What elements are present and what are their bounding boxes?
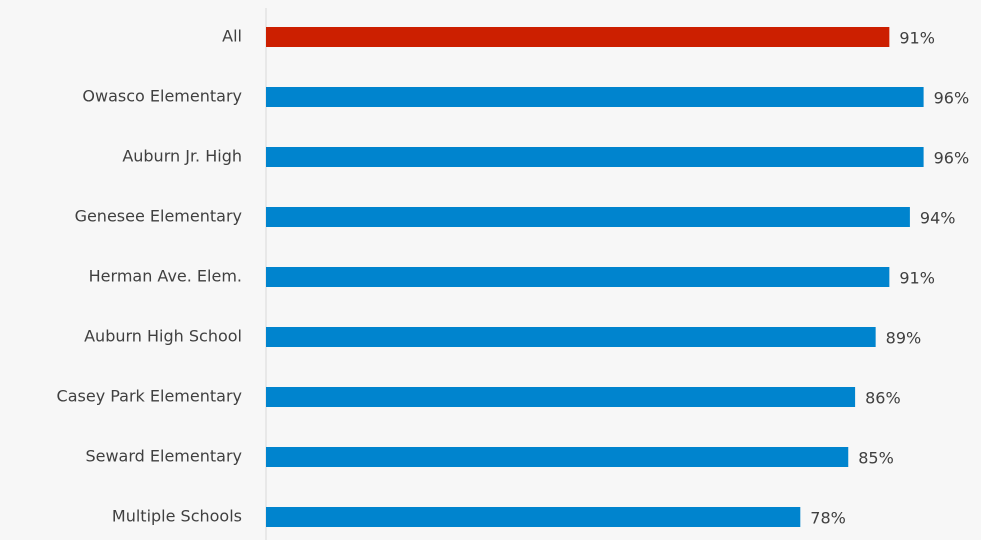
value-label: 89% bbox=[886, 329, 922, 348]
value-label: 78% bbox=[810, 509, 846, 528]
bar bbox=[266, 27, 890, 47]
category-label: Genesee Elementary bbox=[75, 207, 242, 226]
category-label: Auburn High School bbox=[84, 327, 242, 346]
value-label: 96% bbox=[934, 89, 970, 108]
value-label: 94% bbox=[920, 209, 956, 228]
bar bbox=[266, 447, 849, 467]
value-label: 91% bbox=[899, 269, 935, 288]
bar bbox=[266, 87, 924, 107]
category-label: Auburn Jr. High bbox=[122, 147, 242, 166]
category-label: Casey Park Elementary bbox=[57, 387, 242, 406]
bar bbox=[266, 387, 856, 407]
bar bbox=[266, 267, 890, 287]
value-label: 86% bbox=[865, 389, 901, 408]
category-label: Multiple Schools bbox=[112, 507, 242, 526]
category-label: All bbox=[222, 27, 242, 46]
category-label: Seward Elementary bbox=[85, 447, 242, 466]
category-label: Herman Ave. Elem. bbox=[89, 267, 242, 286]
bar bbox=[266, 507, 801, 527]
value-label: 91% bbox=[899, 29, 935, 48]
bar bbox=[266, 327, 876, 347]
category-label: Owasco Elementary bbox=[82, 87, 242, 106]
bar bbox=[266, 207, 910, 227]
value-label: 96% bbox=[934, 149, 970, 168]
bar bbox=[266, 147, 924, 167]
value-label: 85% bbox=[858, 449, 894, 468]
